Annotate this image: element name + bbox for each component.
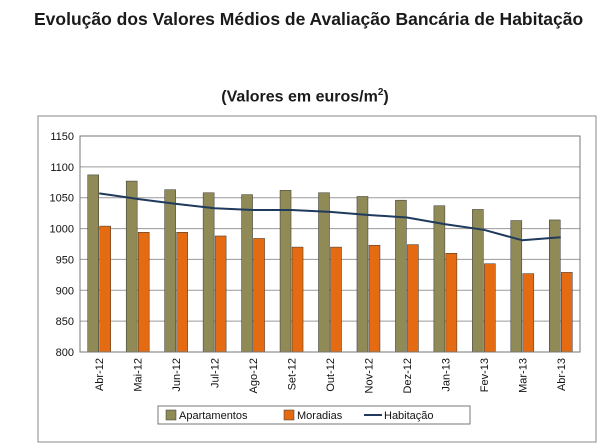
gridlines	[80, 135, 580, 353]
bar-moradias	[214, 235, 227, 353]
x-tick-label: Set-12	[287, 358, 299, 390]
bar-apartamentos	[87, 174, 99, 353]
bar-moradias	[368, 244, 381, 353]
bar-moradias	[137, 232, 150, 353]
legend-label: Habitação	[384, 410, 434, 422]
chart-subtitle-superscript: 2	[377, 87, 384, 98]
bar-apartamentos	[279, 190, 292, 353]
y-axis-ticks: 800 850 900 950 1000 1050 1100 1150	[50, 131, 74, 359]
x-tick-label: Mai-12	[133, 358, 145, 392]
legend-swatch	[165, 409, 177, 421]
bar-apartamentos	[395, 199, 407, 353]
y-tick-label: 850	[56, 316, 74, 328]
x-tick-label: Dez-12	[402, 358, 414, 393]
bar-apartamentos	[125, 180, 138, 353]
bar-moradias	[484, 263, 496, 353]
plot-frame	[79, 135, 581, 353]
bar-apartamentos	[549, 219, 561, 353]
bar-apartamentos	[356, 196, 369, 353]
y-tick-label: 900	[56, 285, 74, 297]
page-title: Evolução dos Valores Médios de Avaliação…	[34, 9, 584, 29]
chart-subtitle-end: )	[383, 88, 389, 106]
chart-subtitle: (Valores em euros/m2)	[0, 87, 610, 106]
bar-moradias	[176, 232, 188, 353]
bar-apartamentos	[318, 192, 330, 353]
bar-apartamentos	[164, 189, 176, 353]
legend-swatch	[283, 409, 295, 421]
chart-subtitle-main: (Valores em euros/m	[221, 88, 378, 106]
x-tick-label: Jan-13	[440, 358, 452, 392]
y-tick-label: 1150	[50, 131, 74, 143]
y-tick-label: 950	[56, 254, 74, 266]
x-tick-label: Jul-12	[210, 358, 222, 388]
x-tick-label: Mar-13	[517, 358, 529, 393]
x-tick-label: Abr-12	[94, 358, 106, 391]
x-tick-label: Nov-12	[363, 358, 375, 393]
bar-moradias	[561, 272, 573, 353]
bar-moradias	[445, 253, 458, 353]
x-tick-label: Ago-12	[248, 358, 260, 393]
y-tick-label: 1000	[50, 224, 74, 236]
bar-apartamentos	[202, 192, 215, 353]
bar-moradias	[291, 246, 304, 353]
x-tick-label: Abr-13	[556, 358, 568, 391]
line-series	[99, 192, 561, 242]
bar-moradias	[253, 238, 265, 353]
x-tick-label: Jun-12	[171, 358, 183, 392]
y-tick-label: 1050	[50, 193, 74, 205]
bar-moradias	[407, 244, 419, 353]
bar-apartamentos	[241, 194, 253, 353]
chart-border	[37, 115, 597, 443]
legend-label: Moradias	[297, 410, 343, 422]
bars	[87, 174, 573, 353]
bar-moradias	[522, 273, 535, 353]
legend-box	[157, 405, 471, 425]
legend: Apartamentos Moradias Habitação	[157, 405, 471, 425]
bar-moradias	[330, 246, 342, 353]
legend-label: Apartamentos	[179, 410, 248, 422]
y-tick-label: 800	[56, 347, 74, 359]
bar-apartamentos	[472, 209, 484, 353]
bar-moradias	[99, 225, 111, 353]
bar-apartamentos	[433, 205, 446, 353]
x-tick-label: Out-12	[325, 358, 337, 392]
x-axis-ticks: Abr-12 Mai-12 Jun-12 Jul-12 Ago-12 Set-12 Out-…	[94, 358, 568, 393]
x-tick-label: Fev-13	[479, 358, 491, 392]
y-tick-label: 1100	[50, 162, 74, 174]
line-habitação	[99, 192, 561, 242]
